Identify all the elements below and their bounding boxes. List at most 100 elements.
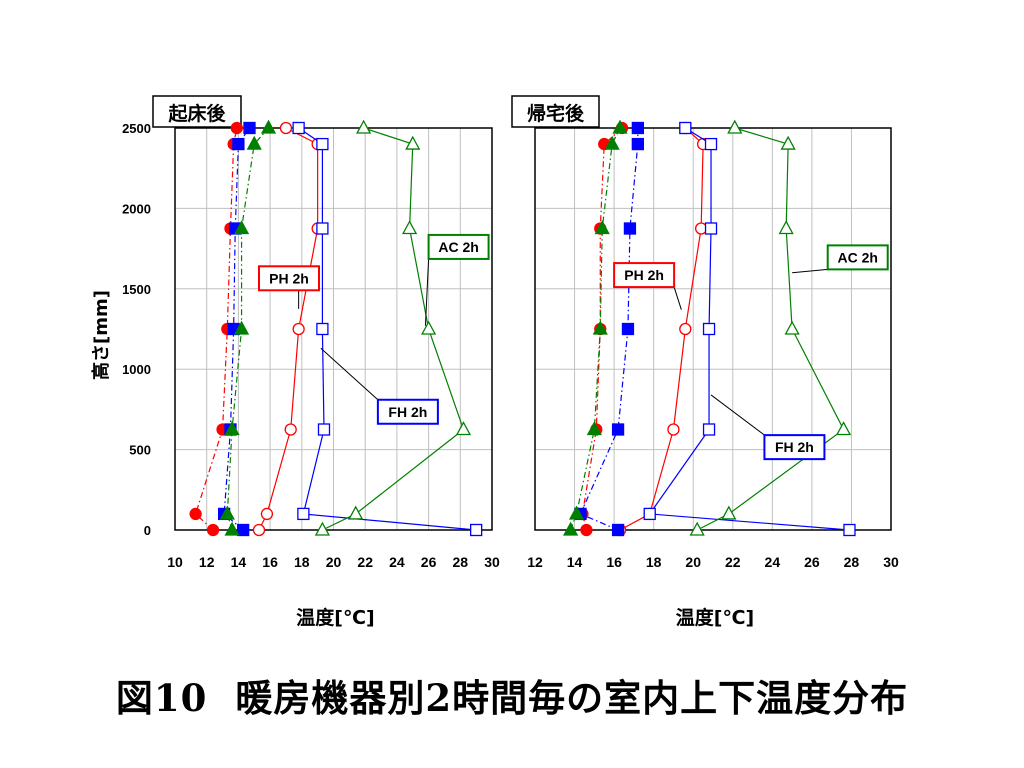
data-point-square <box>704 222 718 235</box>
data-point-square <box>621 322 635 336</box>
x-tick-label: 18 <box>294 554 310 570</box>
callout-label: AC 2h <box>837 249 877 265</box>
y-tick-label: 2500 <box>122 121 151 136</box>
data-point-triangle <box>455 421 472 436</box>
data-point-square <box>316 137 329 151</box>
series-line <box>258 127 319 531</box>
callout-leader <box>424 258 430 326</box>
callout-leader <box>710 394 765 436</box>
callout-leader <box>673 286 682 310</box>
x-tick-label: 12 <box>199 554 215 570</box>
data-point-triangle <box>604 135 620 150</box>
data-point-triangle <box>348 505 364 520</box>
data-point-triangle <box>689 521 705 536</box>
data-point-square <box>631 137 644 151</box>
x-tick-label: 16 <box>606 554 622 570</box>
x-tick-label: 12 <box>527 554 543 570</box>
callout-label: FH 2h <box>775 439 814 455</box>
data-point-square <box>292 121 305 135</box>
data-point-circle <box>284 423 297 436</box>
data-point-triangle <box>778 220 794 235</box>
data-point-square <box>316 222 329 235</box>
x-tick-label: 20 <box>685 554 701 570</box>
data-point-triangle <box>563 521 579 536</box>
callout-label: PH 2h <box>624 267 664 283</box>
data-point-triangle <box>568 505 585 520</box>
data-point-circle <box>667 423 680 436</box>
data-point-triangle <box>224 521 240 536</box>
data-point-square <box>317 423 331 436</box>
plot-frame <box>174 127 493 531</box>
data-point-triangle <box>592 320 608 335</box>
data-point-circle <box>580 523 593 537</box>
callout-leader <box>320 347 379 401</box>
x-tick-label: 14 <box>231 554 247 570</box>
figure-caption: 図10 暖房機器別2時間毎の室内上下温度分布 <box>0 668 1024 722</box>
x-tick-label: 30 <box>883 554 899 570</box>
y-axis-label: 高さ[mm] <box>90 290 112 380</box>
figure-number: 図10 <box>115 676 208 720</box>
data-point-triangle <box>314 521 330 536</box>
data-point-triangle <box>224 421 240 436</box>
data-point-square <box>611 523 625 537</box>
x-tick-label: 26 <box>421 554 437 570</box>
panel-title: 起床後 <box>167 102 226 125</box>
series-line <box>322 127 465 531</box>
data-point-circle <box>279 121 293 135</box>
x-tick-label: 20 <box>326 554 342 570</box>
data-point-circle <box>260 507 274 521</box>
data-point-circle <box>292 322 305 336</box>
data-point-triangle <box>586 421 602 436</box>
data-point-triangle <box>784 320 800 335</box>
x-tick-label: 28 <box>844 554 860 570</box>
data-point-triangle <box>727 119 743 134</box>
x-tick-label: 14 <box>567 554 583 570</box>
panel-title-box <box>152 95 242 128</box>
data-point-circle <box>189 507 202 521</box>
callout-box <box>613 262 676 289</box>
panel-title: 帰宅後 <box>527 102 585 125</box>
data-point-square <box>469 523 483 537</box>
data-point-triangle <box>405 135 421 150</box>
series-line <box>696 127 845 531</box>
data-point-square <box>702 322 716 336</box>
data-point-circle <box>230 121 243 135</box>
callout-box <box>826 244 889 271</box>
callout-label: AC 2h <box>438 239 478 255</box>
callout-box <box>376 398 439 425</box>
data-point-square <box>843 523 856 537</box>
y-tick-label: 500 <box>129 443 151 458</box>
y-tick-label: 1500 <box>122 282 151 297</box>
data-point-circle <box>679 322 692 336</box>
figure-title: 暖房機器別2時間毎の室内上下温度分布 <box>235 676 909 720</box>
x-tick-label: 18 <box>646 554 662 570</box>
data-point-square <box>611 423 625 436</box>
data-point-square <box>232 137 245 151</box>
data-point-triangle <box>260 119 277 134</box>
x-tick-label: 24 <box>765 554 781 570</box>
x-tick-label: 24 <box>389 554 405 570</box>
x-tick-label: 22 <box>357 554 373 570</box>
data-point-square <box>237 523 250 537</box>
x-axis-label: 温度[℃] <box>296 606 374 629</box>
chart-panel-2: 12 14 16 18 20 22 24 26 28 30 温度[℃] 帰宅後 PH 2h AC 2h FH… <box>511 95 899 629</box>
data-point-triangle <box>233 320 250 335</box>
data-point-triangle <box>233 220 250 235</box>
y-tick-label: 1000 <box>122 362 151 377</box>
data-point-triangle <box>835 421 852 436</box>
x-axis-label: 温度[℃] <box>676 606 754 629</box>
data-point-triangle <box>780 135 796 150</box>
callout-label: FH 2h <box>388 404 427 420</box>
x-tick-label: 22 <box>725 554 741 570</box>
callout-box <box>258 265 321 292</box>
plot-frame <box>534 127 892 531</box>
x-tick-label: 26 <box>804 554 820 570</box>
callout-box <box>427 233 490 260</box>
data-point-square <box>297 507 310 521</box>
data-point-triangle <box>612 119 628 134</box>
data-point-square <box>623 222 637 235</box>
x-tick-label: 30 <box>484 554 500 570</box>
data-point-triangle <box>356 119 372 134</box>
data-point-triangle <box>594 220 610 235</box>
